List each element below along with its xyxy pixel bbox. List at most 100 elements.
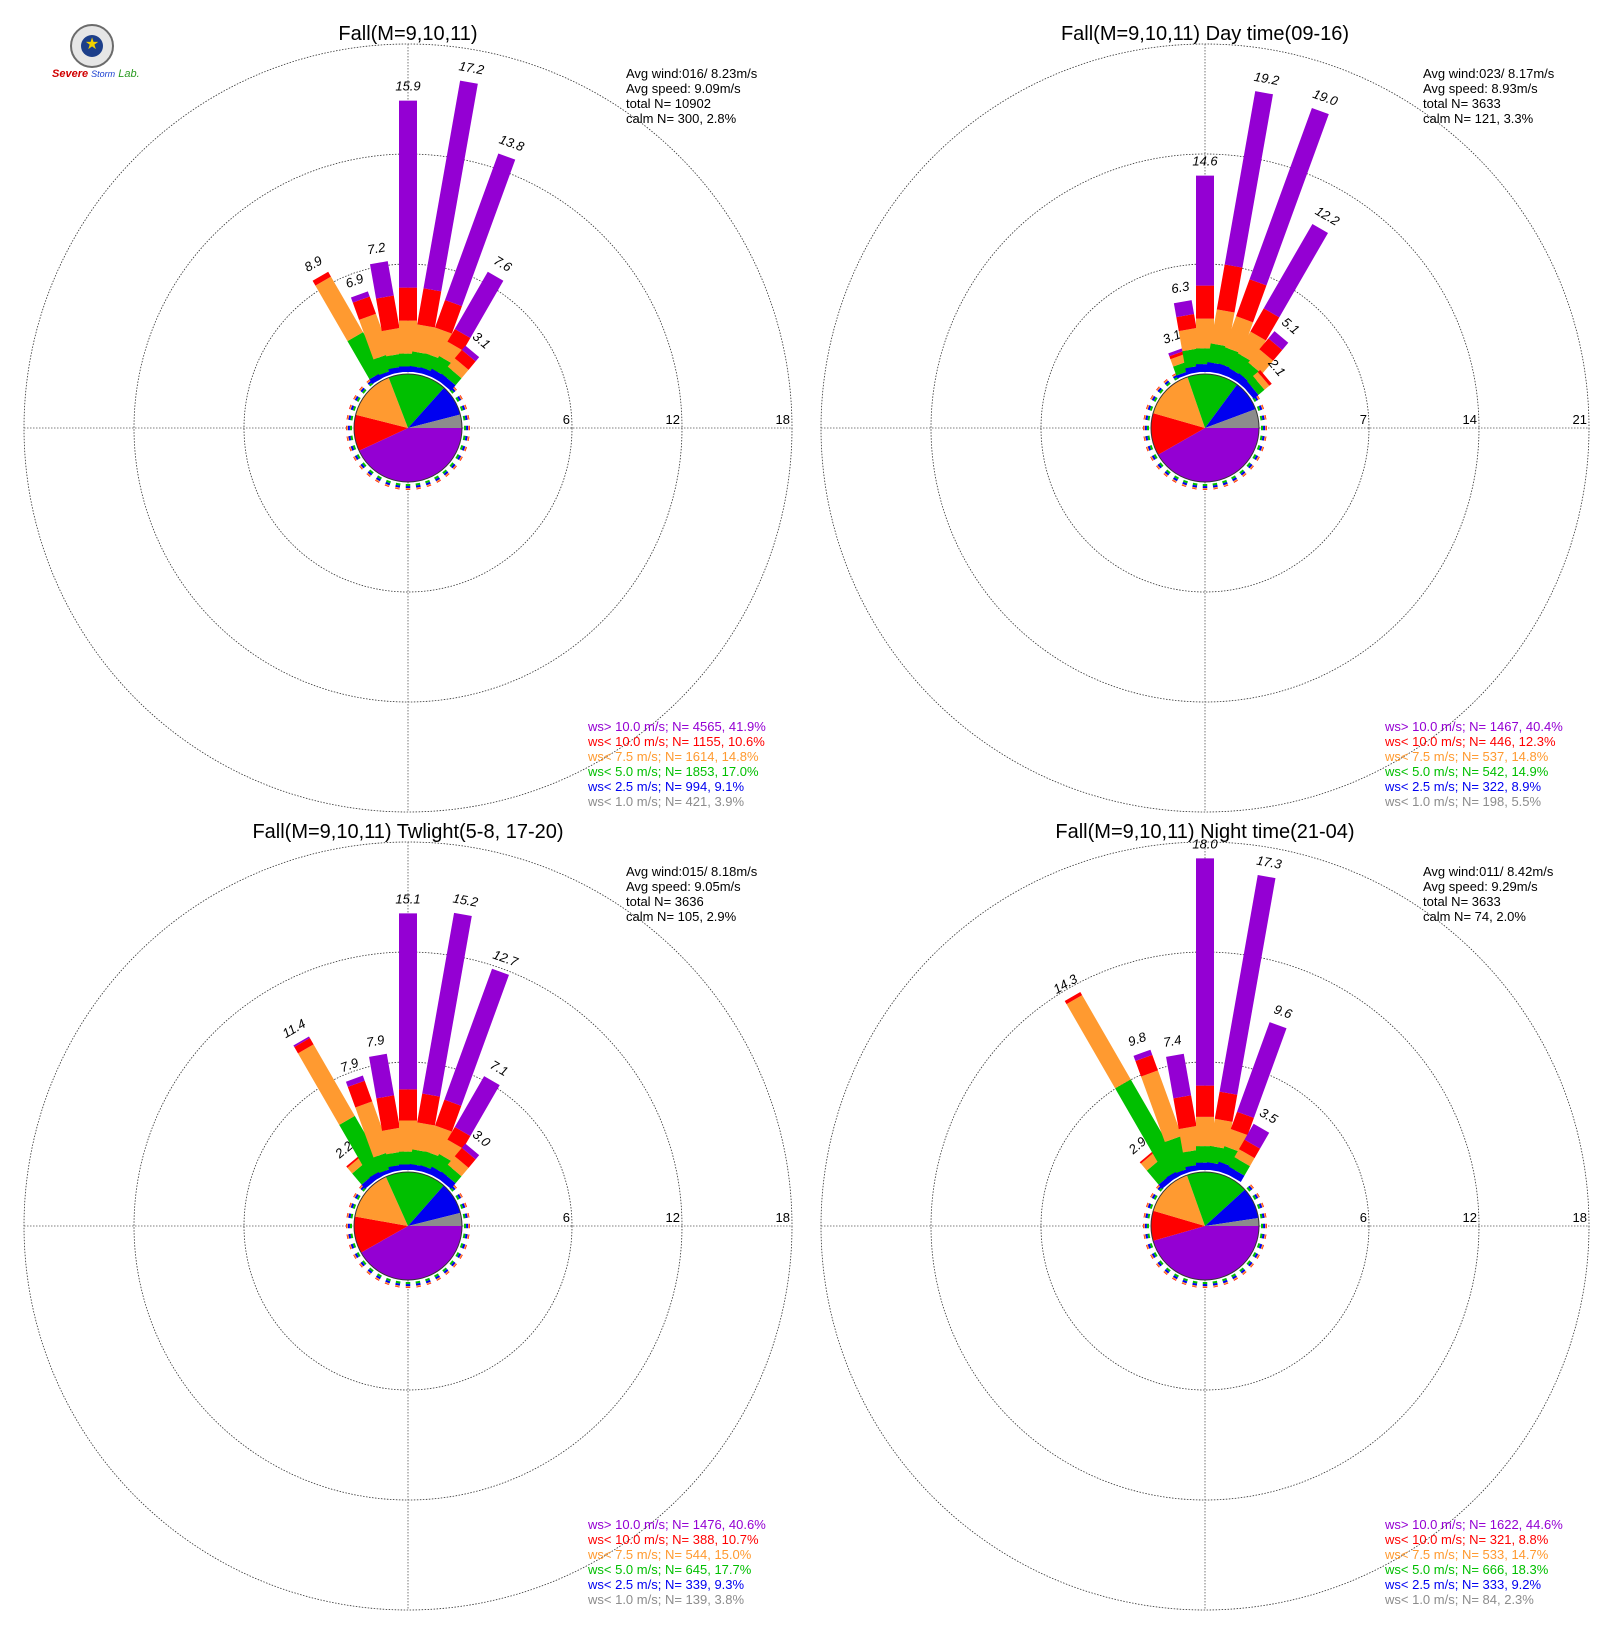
speed-class-pie-slice: [408, 414, 462, 428]
minor-direction-bar: [356, 1252, 361, 1257]
speed-class-pie-slice: [408, 387, 461, 428]
panel-title: Fall(M=9,10,11) Day time(09-16): [1061, 23, 1349, 45]
bar-value-label: 6.3: [1170, 278, 1191, 296]
direction-bar-segment: [1205, 1162, 1225, 1173]
direction-bar-segment: [1176, 369, 1195, 379]
minor-direction-bar: [353, 1193, 357, 1198]
direction-bar-segment: [369, 1053, 395, 1099]
direction-bar-segment: [1224, 91, 1273, 268]
direction-bar-segment: [1207, 343, 1229, 366]
minor-direction-bar: [1256, 1254, 1260, 1259]
direction-bar-segment: [386, 353, 407, 369]
direction-bar-segment: [1259, 338, 1283, 361]
direction-bar-segment: [437, 373, 456, 391]
minor-direction-bar: [1256, 1204, 1261, 1209]
minor-direction-bar: [360, 1185, 365, 1191]
minor-direction-bar: [1256, 395, 1260, 400]
minor-direction-bar: [451, 1261, 456, 1267]
minor-direction-bar: [425, 481, 431, 486]
minor-direction-bar: [1246, 462, 1251, 468]
direction-bar-segment: [1135, 1054, 1158, 1077]
bar-value-label: 12.2: [1313, 203, 1343, 229]
minor-direction-bar: [434, 475, 439, 480]
minor-direction-bar: [352, 1243, 357, 1248]
stats-line: Avg speed: 9.09m/s: [626, 81, 741, 96]
minor-direction-bar: [1174, 376, 1179, 381]
direction-bar-segment: [345, 1075, 365, 1087]
direction-bar-segment: [441, 1164, 462, 1184]
severe-storm-lab-logo: ★ Severe Storm Lab.: [52, 24, 142, 84]
minor-direction-bar: [1164, 380, 1170, 385]
minor-direction-bar: [368, 382, 374, 387]
bar-value-label: 7.6: [491, 253, 515, 275]
minor-direction-bar: [354, 1253, 359, 1259]
minor-direction-bar: [443, 471, 449, 476]
minor-direction-bar: [377, 475, 382, 480]
minor-direction-bar: [1232, 1275, 1238, 1280]
minor-direction-bar: [366, 472, 372, 477]
stats-line: Avg wind:023/ 8.17m/s: [1423, 66, 1555, 81]
minor-direction-bar: [1172, 477, 1178, 482]
speed-class-pie-slice: [408, 1185, 461, 1226]
legend-entry-lt2_5: ws< 2.5 m/s; N= 994, 9.1%: [587, 779, 745, 794]
direction-bar-segment: [312, 271, 331, 286]
direction-bar-segment: [420, 353, 443, 374]
minor-direction-bar: [459, 1243, 464, 1248]
direction-bar-segment: [454, 1147, 476, 1168]
minor-direction-bar: [1182, 1279, 1188, 1284]
minor-direction-bar: [354, 1193, 359, 1199]
minor-direction-bar: [1231, 475, 1236, 480]
direction-bar-segment: [1242, 381, 1259, 399]
minor-direction-bar: [366, 379, 372, 384]
minor-direction-bar: [1252, 1252, 1257, 1257]
minor-direction-bar: [359, 1262, 364, 1268]
direction-bar-segment: [447, 1156, 469, 1177]
range-ring: [820, 841, 1590, 1611]
direction-bar-segment: [1139, 1150, 1155, 1164]
ring-label: 21: [1573, 412, 1587, 427]
speed-class-pie-slice: [1205, 384, 1256, 428]
minor-direction-bar: [1258, 1243, 1263, 1249]
range-ring: [1040, 1061, 1370, 1391]
direction-bar-segment: [447, 328, 471, 351]
direction-bar-segment: [1215, 363, 1236, 379]
direction-bar-segment: [1185, 1163, 1205, 1173]
stats-line: Avg speed: 8.93m/s: [1423, 81, 1538, 96]
minor-direction-bar: [1258, 445, 1263, 451]
direction-bar-segment: [454, 271, 504, 338]
bar-value-label: 7.9: [338, 1055, 360, 1075]
bar-value-label: 19.0: [1311, 86, 1341, 109]
minor-direction-bar: [1254, 395, 1259, 401]
stats-line: total N= 3633: [1423, 96, 1501, 111]
minor-direction-bar: [1246, 1186, 1251, 1192]
minor-direction-bar: [451, 1185, 456, 1191]
minor-direction-bar: [362, 462, 367, 468]
direction-bar-segment: [1215, 1161, 1236, 1177]
speed-class-pie-slice: [385, 1172, 444, 1226]
stats-line: calm N= 74, 2.0%: [1423, 909, 1526, 924]
minor-direction-bar: [1157, 1185, 1162, 1191]
direction-bar-segment: [347, 1080, 373, 1108]
minor-direction-bar: [1157, 1261, 1162, 1267]
direction-bar-segment: [373, 353, 397, 376]
direction-bar-segment: [1248, 349, 1274, 375]
direction-bar-segment: [1218, 1146, 1242, 1168]
direction-bar-segment: [423, 80, 478, 292]
direction-bar-segment: [1238, 1139, 1261, 1159]
minor-direction-bar: [1256, 1243, 1261, 1248]
stats-line: total N= 3636: [626, 894, 704, 909]
direction-bar-segment: [315, 276, 364, 342]
minor-direction-bar: [1252, 454, 1257, 459]
legend-entry-lt2_5: ws< 2.5 m/s; N= 333, 9.2%: [1384, 1577, 1542, 1592]
direction-bar-segment: [1205, 362, 1226, 375]
direction-bar-segment: [437, 1171, 456, 1189]
direction-bar-segment: [1176, 314, 1197, 332]
minor-direction-bar: [354, 395, 359, 401]
minor-direction-bar: [1231, 1273, 1236, 1278]
minor-direction-bar: [1150, 395, 1154, 400]
minor-direction-bar: [1153, 397, 1158, 402]
minor-direction-bar: [359, 464, 364, 470]
direction-bar-segment: [1237, 1022, 1287, 1118]
minor-direction-bar: [425, 1279, 431, 1284]
direction-bar-segment: [1244, 1123, 1270, 1149]
